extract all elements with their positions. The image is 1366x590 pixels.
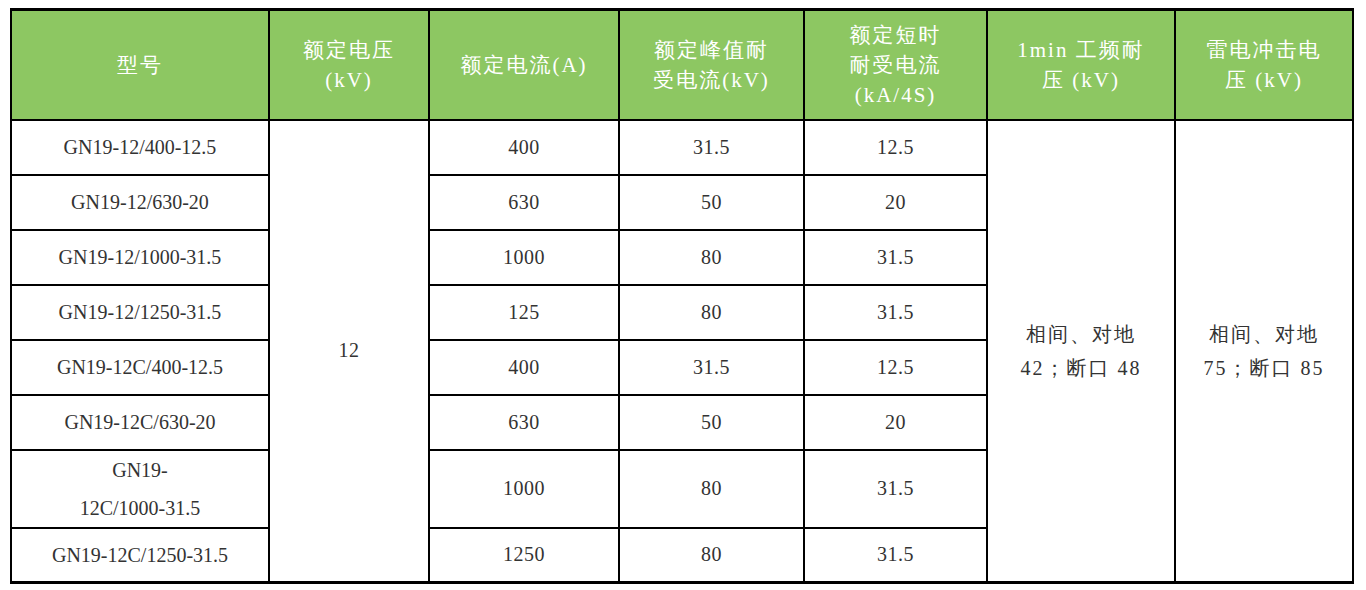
short-time-withstand-cell: 31.5	[804, 230, 987, 285]
model-cell: GN19-12/400-12.5	[11, 120, 269, 175]
col-header-rated-voltage: 额定电压 (kV)	[269, 10, 429, 120]
spec-table: 型号 额定电压 (kV) 额定电流(A) 额定峰值耐 受电流(kV) 额定短时 …	[10, 8, 1354, 584]
rated-voltage-merged-cell: 12	[269, 120, 429, 583]
rated-current-cell: 125	[429, 285, 619, 340]
model-cell: GN19-12/1000-31.5	[11, 230, 269, 285]
rated-current-cell: 630	[429, 175, 619, 230]
peak-withstand-cell: 80	[619, 230, 804, 285]
short-time-withstand-cell: 20	[804, 175, 987, 230]
rated-current-cell: 630	[429, 395, 619, 450]
short-time-withstand-cell: 20	[804, 395, 987, 450]
peak-withstand-cell: 50	[619, 175, 804, 230]
col-header-model: 型号	[11, 10, 269, 120]
peak-withstand-cell: 50	[619, 395, 804, 450]
rated-current-cell: 400	[429, 340, 619, 395]
short-time-withstand-cell: 31.5	[804, 528, 987, 583]
peak-withstand-cell: 31.5	[619, 120, 804, 175]
short-time-withstand-cell: 31.5	[804, 450, 987, 528]
model-cell: GN19-12C/1250-31.5	[11, 528, 269, 583]
short-time-withstand-cell: 12.5	[804, 340, 987, 395]
model-cell: GN19-12/630-20	[11, 175, 269, 230]
col-header-peak-withstand-current: 额定峰值耐 受电流(kV)	[619, 10, 804, 120]
rated-current-cell: 1250	[429, 528, 619, 583]
model-cell: GN19- 12C/1000-31.5	[11, 450, 269, 528]
peak-withstand-cell: 80	[619, 450, 804, 528]
rated-current-cell: 1000	[429, 450, 619, 528]
peak-withstand-cell: 80	[619, 528, 804, 583]
table-row: GN19-12/400-12.5 12 400 31.5 12.5 相间、对地 …	[11, 120, 1353, 175]
header-row: 型号 额定电压 (kV) 额定电流(A) 额定峰值耐 受电流(kV) 额定短时 …	[11, 10, 1353, 120]
page: 型号 额定电压 (kV) 额定电流(A) 额定峰值耐 受电流(kV) 额定短时 …	[0, 0, 1366, 590]
short-time-withstand-cell: 12.5	[804, 120, 987, 175]
col-header-power-frequency-withstand-voltage: 1min 工频耐 压 (kV)	[987, 10, 1175, 120]
peak-withstand-cell: 31.5	[619, 340, 804, 395]
short-time-withstand-cell: 31.5	[804, 285, 987, 340]
col-header-rated-current: 额定电流(A)	[429, 10, 619, 120]
model-cell: GN19-12C/630-20	[11, 395, 269, 450]
rated-current-cell: 400	[429, 120, 619, 175]
col-header-short-time-withstand-current: 额定短时 耐受电流 (kA/4S)	[804, 10, 987, 120]
lightning-impulse-merged-cell: 相间、对地 75；断口 85	[1175, 120, 1353, 583]
model-cell: GN19-12C/400-12.5	[11, 340, 269, 395]
peak-withstand-cell: 80	[619, 285, 804, 340]
model-cell: GN19-12/1250-31.5	[11, 285, 269, 340]
rated-current-cell: 1000	[429, 230, 619, 285]
power-frequency-withstand-merged-cell: 相间、对地 42；断口 48	[987, 120, 1175, 583]
col-header-lightning-impulse-voltage: 雷电冲击电 压 (kV)	[1175, 10, 1353, 120]
